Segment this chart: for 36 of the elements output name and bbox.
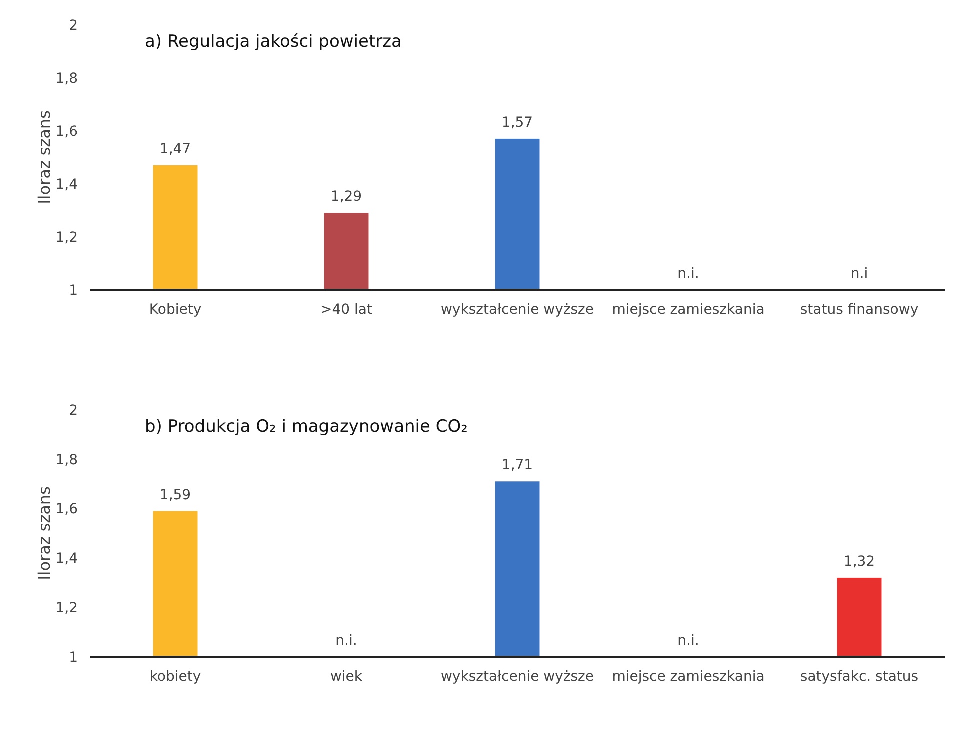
x-tick-label: miejsce zamieszkania xyxy=(612,668,765,685)
y-tick-label: 1,4 xyxy=(56,176,78,193)
data-label: 1,29 xyxy=(330,189,362,206)
x-tick-label: Kobiety xyxy=(149,302,202,318)
data-label: 1,57 xyxy=(502,114,534,131)
x-tick-label: wiek xyxy=(330,668,364,685)
text: n.i xyxy=(850,266,868,282)
y-tick-label: 1,6 xyxy=(56,502,78,518)
x-tick-label: miejsce zamieszkania xyxy=(612,302,765,318)
y-tick-label: 1,6 xyxy=(56,124,78,140)
chart-title: a) Regulacja jakości powietrza xyxy=(145,32,402,52)
y-tick-label: 1 xyxy=(69,650,78,666)
data-label: 1,71 xyxy=(502,458,534,474)
text: n.i. xyxy=(678,266,700,282)
data-label: 1,32 xyxy=(844,554,876,570)
y-tick-label: 1,2 xyxy=(56,230,78,246)
text: n.i. xyxy=(678,633,700,649)
chart-title: b) Produkcja O₂ i magazynowanie CO₂ xyxy=(145,417,468,437)
x-tick-label: satysfakc. status xyxy=(800,668,919,685)
y-tick-label: 1,8 xyxy=(56,452,78,468)
y-tick-label: 1,2 xyxy=(56,600,78,616)
y-tick-label: 2 xyxy=(69,18,78,34)
data-label: 1,59 xyxy=(160,487,192,504)
y-tick-label: 2 xyxy=(69,402,78,419)
x-tick-label: kobiety xyxy=(150,668,202,685)
x-tick-label: wykształcenie wyższe xyxy=(440,302,594,318)
y-axis-title: Iloraz szans xyxy=(35,110,54,204)
x-tick-label: wykształcenie wyższe xyxy=(440,668,594,685)
y-tick-label: 1,4 xyxy=(56,551,78,568)
data-label: 1,47 xyxy=(160,141,192,158)
x-tick-label: status finansowy xyxy=(800,302,919,318)
text: n.i. xyxy=(336,633,358,649)
y-tick-label: 1 xyxy=(69,282,78,299)
y-tick-label: 1,8 xyxy=(56,70,78,87)
x-tick-label: >40 lat xyxy=(320,302,373,318)
y-axis-title: Iloraz szans xyxy=(35,486,54,580)
